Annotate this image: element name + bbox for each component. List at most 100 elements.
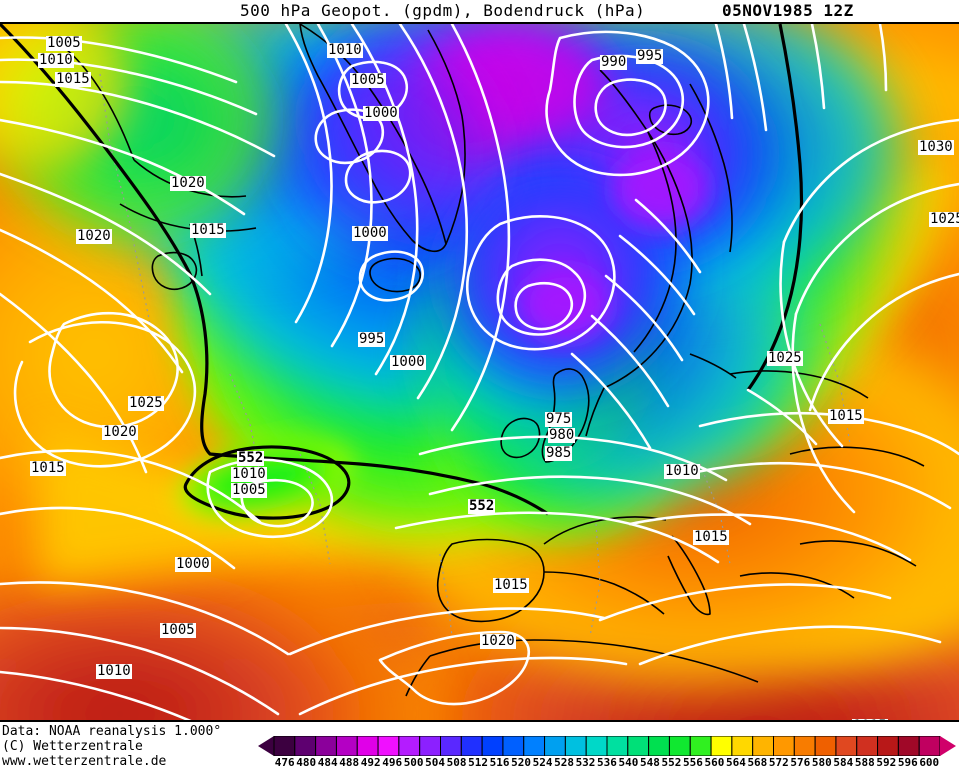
- pressure-contour-label: 1005: [231, 482, 267, 498]
- color-scale-tick-label: 476: [274, 756, 295, 769]
- pressure-contour-label: 1015: [30, 460, 66, 476]
- color-scale-swatch: [877, 736, 899, 756]
- map-graphic: [0, 24, 959, 720]
- pressure-contour-label: 1015: [190, 222, 226, 238]
- color-scale-tick-label: 552: [661, 756, 682, 769]
- color-scale-tick-label: 584: [833, 756, 854, 769]
- color-scale-ticks: 476 480 484 488 492 496 500 504 508 512 516 520 524 5…: [258, 756, 956, 770]
- color-scale-swatch: [689, 736, 712, 756]
- geopotential-shading: [0, 24, 959, 720]
- color-scale-swatch: [523, 736, 546, 756]
- color-scale-swatch: [440, 736, 462, 756]
- color-scale-tick-label: 580: [811, 756, 832, 769]
- pressure-contour-label: 995: [358, 331, 386, 347]
- color-scale-tick-label: 488: [339, 756, 360, 769]
- color-scale-swatch: [627, 736, 650, 756]
- pressure-contour-label: 990: [600, 54, 628, 70]
- color-scale-swatch: [585, 736, 608, 756]
- color-scale-right-arrow: [940, 736, 956, 756]
- color-scale-tick-label: 536: [597, 756, 617, 769]
- geopotential-contour-label: 552: [468, 498, 496, 514]
- color-scale-legend: 476 480 484 488 492 496 500 504 508 512 516 520 524 5…: [258, 736, 956, 770]
- pressure-contour-label: 985: [545, 445, 573, 461]
- copyright-text: (C) Wetterzentrale: [2, 739, 143, 754]
- pressure-contour-label: 980: [548, 427, 576, 443]
- color-scale-swatch: [398, 736, 421, 756]
- color-scale-tick-label: 532: [575, 756, 596, 769]
- pressure-contour-label: 1020: [76, 228, 112, 244]
- forecast-datetime: 05NOV1985 12Z: [722, 1, 854, 20]
- page-title: 500 hPa Geopot. (gpdm), Bodendruck (hPa): [240, 1, 646, 20]
- color-scale-tick-label: 528: [554, 756, 574, 769]
- color-scale-swatch: [752, 736, 775, 756]
- pressure-contour-label: 1025: [767, 350, 803, 366]
- color-scale-swatch: [814, 736, 837, 756]
- color-scale-tick-label: 568: [747, 756, 768, 769]
- color-scale-tick-label: 592: [876, 756, 897, 769]
- geopotential-contours: [0, 24, 804, 520]
- pressure-contour-label: 1015: [693, 529, 729, 545]
- pressure-contour-label: 1010: [231, 466, 267, 482]
- color-scale-swatch: [773, 736, 795, 756]
- color-scale-tick-label: 588: [854, 756, 875, 769]
- color-scale-tick-label: 500: [403, 756, 424, 769]
- pressure-contour-label: 1000: [352, 225, 388, 241]
- color-scale-tick-label: 564: [725, 756, 746, 769]
- color-scale-swatch: [502, 736, 525, 756]
- map-canvas[interactable]: 1010 1015 1005 1020 1015 1020 1025 1020 1015 1010…: [0, 22, 959, 722]
- color-scale-swatch: [460, 736, 483, 756]
- color-scale-swatch: [856, 736, 879, 756]
- color-scale-swatch: [315, 736, 337, 756]
- pressure-contour-label: 995: [636, 48, 664, 64]
- color-scale-tick-label: 540: [618, 756, 639, 769]
- data-source-text: Data: NOAA reanalysis 1.000°: [2, 724, 222, 739]
- color-scale-tick-label: 600: [919, 756, 940, 769]
- pressure-contour-label: 1010: [327, 42, 363, 58]
- color-scale-swatch: [710, 736, 733, 756]
- color-scale-tick-label: 524: [532, 756, 553, 769]
- color-scale-tick-label: 492: [360, 756, 381, 769]
- color-scale-swatch: [731, 736, 754, 756]
- pressure-contour-label: 1010: [96, 663, 132, 679]
- color-scale-swatch: [335, 736, 358, 756]
- pressure-contour-label: 1015: [828, 408, 864, 424]
- website-url[interactable]: www.wetterzentrale.de: [2, 754, 167, 769]
- pressure-contour-label: 1020: [480, 633, 516, 649]
- pressure-contour-label: 1020: [102, 424, 138, 440]
- pressure-contour-label: 1010: [38, 52, 74, 68]
- pressure-contour-label: 1020: [170, 175, 206, 191]
- color-scale-swatch: [273, 736, 296, 756]
- pressure-contour-label: 1005: [160, 622, 196, 638]
- pressure-contour-label: 1025: [929, 212, 959, 227]
- color-scale-swatch: [544, 736, 566, 756]
- pressure-contour-label: 975: [545, 411, 573, 427]
- color-scale-swatch: [793, 736, 816, 756]
- color-scale-tick-label: 504: [425, 756, 446, 769]
- political-borders: [99, 73, 851, 637]
- color-scale-swatch: [356, 736, 379, 756]
- color-scale-swatch: [481, 736, 504, 756]
- pressure-contour-label: 1015: [852, 719, 888, 720]
- pressure-contour-label: 1015: [55, 71, 91, 87]
- pressure-contour-label: 1005: [46, 35, 82, 51]
- pressure-contour-label: 1000: [390, 354, 426, 370]
- color-scale-swatch: [648, 736, 670, 756]
- color-scale-swatch: [377, 736, 400, 756]
- color-scale-tick-label: 516: [489, 756, 510, 769]
- color-scale-tick-label: 572: [768, 756, 789, 769]
- pressure-contour-label: 1000: [363, 105, 399, 121]
- color-scale-tick-label: 512: [468, 756, 489, 769]
- color-scale-tick-label: 520: [511, 756, 531, 769]
- title-bar: 500 hPa Geopot. (gpdm), Bodendruck (hPa)…: [0, 0, 959, 22]
- color-scale-swatch: [294, 736, 317, 756]
- color-scale-swatch: [668, 736, 691, 756]
- pressure-contour-label: 1000: [175, 556, 211, 572]
- color-scale-tick-label: 496: [382, 756, 403, 769]
- color-scale-tick-label: 560: [704, 756, 725, 769]
- pressure-contour-label: 1025: [128, 395, 164, 411]
- color-scale-swatch: [564, 736, 587, 756]
- color-scale-left-arrow: [258, 736, 274, 756]
- geopotential-contour-label: 552: [237, 450, 265, 466]
- color-scale-tick-label: 576: [790, 756, 811, 769]
